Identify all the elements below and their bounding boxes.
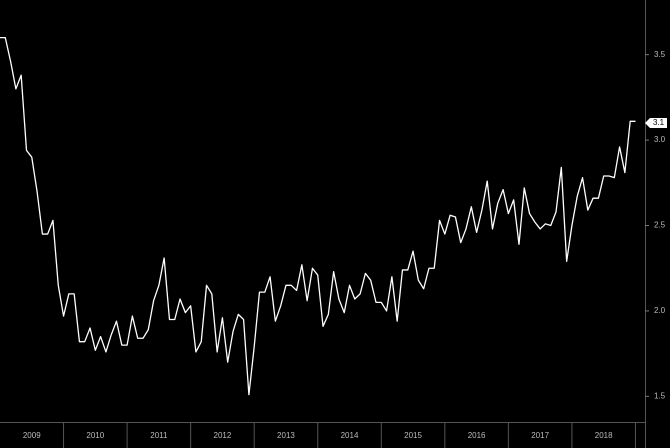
y-tick-label: 1.5 [654,391,666,400]
x-tick-label: 2010 [86,431,104,440]
x-tick-label: 2009 [23,431,41,440]
x-tick-label: 2011 [150,431,168,440]
x-tick-label: 2014 [341,431,359,440]
x-tick-label: 2016 [468,431,486,440]
y-tick-label: 3.5 [654,50,666,59]
data-line [0,36,636,396]
last-value-box [645,118,667,129]
x-tick-label: 2015 [404,431,422,440]
x-tick-label: 2012 [214,431,232,440]
y-tick-label: 3.0 [654,135,666,144]
last-value-label: 3.1 [653,118,665,127]
x-tick-label: 2018 [595,431,613,440]
x-tick-label: 2017 [531,431,549,440]
x-tick-label: 2013 [277,431,295,440]
y-tick-label: 2.0 [654,306,666,315]
y-tick-label: 2.5 [654,221,666,230]
